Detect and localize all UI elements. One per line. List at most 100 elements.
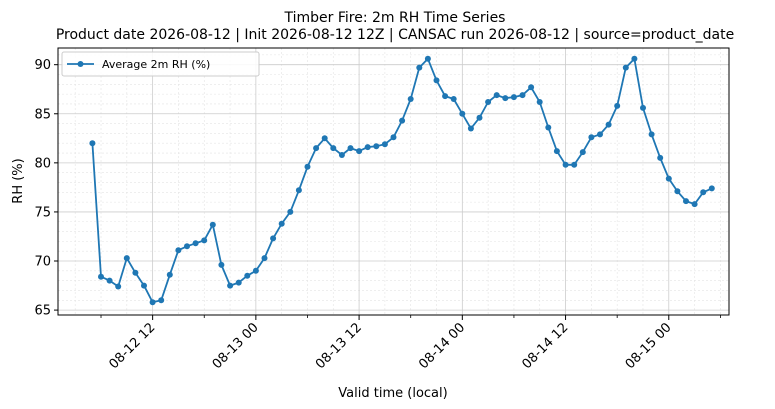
data-point — [416, 64, 423, 71]
data-point — [614, 102, 621, 109]
data-point — [467, 125, 474, 132]
data-point — [132, 269, 139, 276]
x-axis: 08-12 12 08-13 00 08-13 12 08-14 00 08-14 12… — [100, 315, 721, 372]
data-point — [295, 187, 302, 194]
x-tick-label: 08-13 00 — [210, 320, 262, 372]
data-point — [390, 134, 397, 141]
data-point — [270, 235, 277, 242]
y-tick-label: 65 — [34, 304, 51, 319]
y-tick-label: 85 — [34, 107, 51, 122]
data-point — [338, 152, 345, 158]
y-tick-label: 75 — [34, 205, 51, 220]
data-point — [287, 208, 294, 215]
legend-box — [61, 51, 260, 77]
data-point — [330, 145, 337, 152]
minor-grid — [58, 48, 729, 315]
x-tick-label: 08-13 12 — [313, 320, 365, 372]
data-point — [98, 273, 104, 280]
data-point — [399, 117, 406, 124]
chart-title: Timber Fire: 2m RH Time Series — [284, 10, 506, 26]
data-point — [485, 99, 492, 105]
data-point — [545, 124, 552, 131]
data-point — [459, 110, 466, 117]
data-point — [89, 140, 96, 147]
data-point — [218, 261, 225, 268]
x-axis-label: Valid time (local) — [338, 386, 447, 401]
data-point — [356, 148, 363, 155]
data-point — [192, 240, 199, 247]
data-point — [588, 134, 595, 141]
data-point — [235, 279, 242, 286]
data-point — [648, 131, 655, 138]
data-point — [442, 93, 449, 100]
data-point — [476, 114, 483, 121]
data-point — [304, 163, 311, 170]
data-point — [261, 255, 268, 262]
data-point — [519, 92, 526, 99]
x-tick-label: 08-14 00 — [416, 320, 468, 372]
data-point — [571, 161, 578, 168]
data-point — [510, 94, 517, 101]
data-point — [553, 148, 560, 155]
data-point — [158, 297, 165, 304]
data-point — [347, 145, 354, 152]
data-point — [562, 161, 569, 168]
plot-frame — [57, 47, 730, 316]
data-point — [536, 99, 543, 105]
x-tick-label: 08-15 00 — [623, 320, 675, 372]
data-point — [708, 185, 715, 192]
data-point — [227, 282, 234, 289]
data-point — [528, 84, 535, 91]
data-point — [313, 145, 320, 152]
data-point — [149, 299, 156, 306]
data-point — [407, 96, 414, 102]
legend: Average 2m RH (%) — [61, 51, 260, 77]
data-point — [424, 55, 431, 62]
data-point — [657, 154, 664, 161]
data-point — [373, 143, 380, 150]
legend-dot-marker — [77, 61, 84, 67]
x-tick-label: 08-14 12 — [519, 320, 571, 372]
data-point — [502, 95, 509, 102]
y-tick-label: 90 — [34, 58, 51, 73]
data-point — [631, 55, 638, 62]
data-point — [597, 131, 603, 138]
data-point — [674, 188, 681, 195]
data-point — [579, 149, 586, 156]
data-point — [201, 237, 208, 244]
data-point — [433, 77, 440, 84]
y-tick-label: 80 — [34, 156, 51, 171]
data-point — [381, 141, 388, 148]
data-point — [184, 243, 190, 250]
data-point — [605, 121, 612, 128]
data-point — [115, 283, 122, 290]
data-point — [106, 277, 113, 284]
data-point — [640, 104, 646, 111]
chart-subtitle: Product date 2026-08-12 | Init 2026-08-1… — [56, 27, 734, 43]
legend-label: Average 2m RH (%) — [102, 58, 210, 71]
data-point — [622, 64, 629, 71]
data-point — [493, 92, 500, 99]
data-point — [141, 282, 147, 289]
data-point — [700, 189, 707, 196]
data-point — [450, 96, 457, 102]
data-point — [691, 201, 698, 208]
data-point — [364, 144, 371, 151]
data-point — [665, 175, 672, 182]
x-tick-label: 08-12 12 — [107, 320, 159, 372]
data-point — [683, 198, 689, 205]
data-point — [175, 247, 182, 254]
data-point — [321, 135, 328, 142]
data-point — [166, 271, 173, 278]
data-point — [252, 267, 259, 274]
data-point — [123, 255, 130, 262]
series-average-rh — [89, 55, 715, 306]
data-point — [278, 220, 285, 227]
data-point — [209, 221, 216, 228]
y-axis-label: RH (%) — [11, 158, 26, 203]
series-line — [91, 57, 713, 304]
data-point — [244, 272, 251, 279]
y-axis: 65 70 75 80 85 90 — [34, 58, 58, 319]
y-tick-label: 70 — [34, 255, 51, 270]
